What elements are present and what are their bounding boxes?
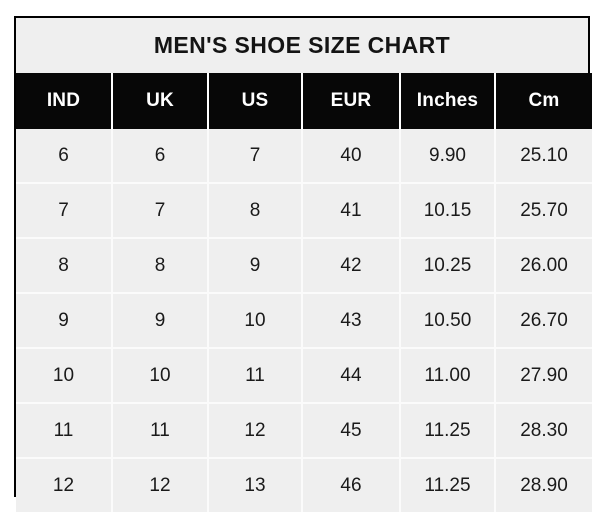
size-chart-container: MEN'S SHOE SIZE CHART IND UK US EUR Inch…: [14, 16, 592, 512]
cell-us: 7: [208, 129, 303, 184]
cell-cm: 26.00: [495, 238, 592, 294]
column-header-inches: Inches: [400, 73, 496, 129]
cell-uk: 6: [112, 129, 209, 184]
cell-cm: 26.70: [495, 293, 592, 349]
cell-uk: 8: [112, 238, 209, 294]
cell-ind: 8: [16, 238, 113, 294]
cell-inches: 11.25: [400, 403, 496, 459]
cell-uk: 11: [112, 403, 209, 459]
cell-ind: 9: [16, 293, 113, 349]
cell-eur: 42: [302, 238, 401, 294]
cell-ind: 6: [16, 129, 113, 184]
cell-eur: 45: [302, 403, 401, 459]
cell-cm: 27.90: [495, 348, 592, 404]
cell-ind: 7: [16, 183, 113, 239]
table-row: 8 8 9 42 10.25 26.00: [16, 238, 592, 294]
cell-uk: 12: [112, 458, 209, 512]
cell-us: 9: [208, 238, 303, 294]
cell-us: 12: [208, 403, 303, 459]
cell-cm: 25.70: [495, 183, 592, 239]
cell-ind: 10: [16, 348, 113, 404]
cell-eur: 46: [302, 458, 401, 512]
cell-ind: 12: [16, 458, 113, 512]
shoe-size-table: IND UK US EUR Inches Cm 6 6 7 40 9.90 25…: [16, 73, 592, 512]
cell-eur: 41: [302, 183, 401, 239]
cell-cm: 25.10: [495, 129, 592, 184]
cell-uk: 9: [112, 293, 209, 349]
cell-us: 8: [208, 183, 303, 239]
cell-inches: 10.15: [400, 183, 496, 239]
table-row: 7 7 8 41 10.15 25.70: [16, 183, 592, 239]
cell-cm: 28.90: [495, 458, 592, 512]
cell-eur: 43: [302, 293, 401, 349]
cell-uk: 10: [112, 348, 209, 404]
cell-ind: 11: [16, 403, 113, 459]
column-header-us: US: [208, 73, 303, 129]
cell-eur: 40: [302, 129, 401, 184]
table-header: IND UK US EUR Inches Cm: [16, 73, 592, 129]
column-header-eur: EUR: [302, 73, 401, 129]
table-body: 6 6 7 40 9.90 25.10 7 7 8 41 10.15 25.70…: [16, 129, 592, 512]
table-row: 10 10 11 44 11.00 27.90: [16, 348, 592, 404]
cell-cm: 28.30: [495, 403, 592, 459]
cell-uk: 7: [112, 183, 209, 239]
cell-inches: 11.00: [400, 348, 496, 404]
cell-us: 13: [208, 458, 303, 512]
table-row: 11 11 12 45 11.25 28.30: [16, 403, 592, 459]
cell-inches: 10.25: [400, 238, 496, 294]
table-header-row: IND UK US EUR Inches Cm: [16, 73, 592, 129]
cell-eur: 44: [302, 348, 401, 404]
table-row: 6 6 7 40 9.90 25.10: [16, 129, 592, 184]
table-row: 9 9 10 43 10.50 26.70: [16, 293, 592, 349]
cell-inches: 10.50: [400, 293, 496, 349]
column-header-uk: UK: [112, 73, 209, 129]
cell-inches: 11.25: [400, 458, 496, 512]
page-title: MEN'S SHOE SIZE CHART: [16, 18, 588, 73]
cell-us: 10: [208, 293, 303, 349]
table-row: 12 12 13 46 11.25 28.90: [16, 458, 592, 512]
cell-us: 11: [208, 348, 303, 404]
column-header-cm: Cm: [495, 73, 592, 129]
cell-inches: 9.90: [400, 129, 496, 184]
column-header-ind: IND: [16, 73, 113, 129]
